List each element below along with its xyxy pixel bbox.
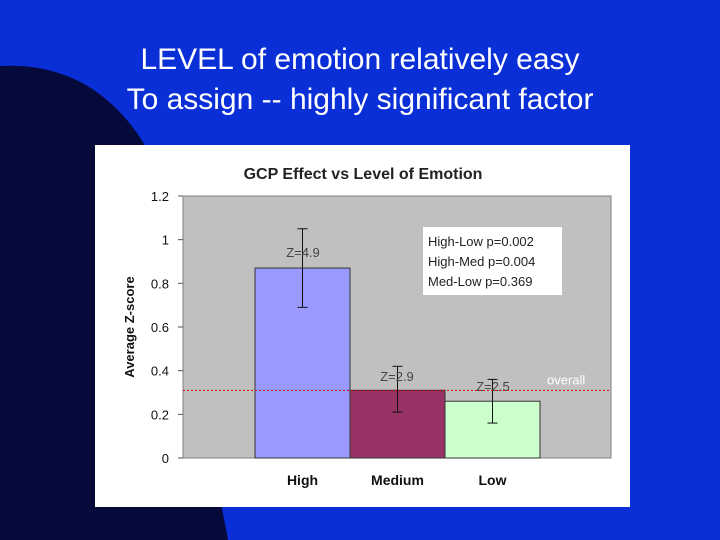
x-tick-label: High [287,472,318,488]
bar-z-label: Z=2.5 [476,379,510,394]
bar-chart: GCP Effect vs Level of Emotion 0 0.2 0.4 0.… [122,166,612,488]
chart-title: GCP Effect vs Level of Emotion [244,166,483,183]
chart-container: GCP Effect vs Level of Emotion 0 0.2 0.4 0.… [95,145,630,507]
y-tick-label: 0.2 [151,407,169,422]
y-tick-label: 0.6 [151,320,169,335]
slide-title: LEVEL of emotion relatively easy To assi… [0,40,720,120]
stat-high-med: High-Med p=0.004 [428,254,535,269]
y-tick-label: 0.4 [151,364,169,379]
y-tick-label: 0.8 [151,276,169,291]
stat-high-low: High-Low p=0.002 [428,234,534,249]
x-tick-label: Low [479,472,507,488]
stat-med-low: Med-Low p=0.369 [428,274,532,289]
bar-z-label: Z=2.9 [380,369,414,384]
bar-z-label: Z=4.9 [286,245,320,260]
slide-title-line-2: To assign -- highly significant factor [126,83,594,116]
y-tick-label: 0 [162,451,169,466]
y-tick-label: 1.2 [151,189,169,204]
stats-annotation-background [423,227,562,295]
x-tick-label: Medium [371,472,424,488]
stats-annotation-box: High-Low p=0.002 High-Med p=0.004 Med-Lo… [423,227,562,295]
slide-title-line-1: LEVEL of emotion relatively easy [140,43,580,76]
overall-reference-label: overall [547,372,585,387]
y-axis-label: Average Z-score [122,276,137,377]
y-tick-label: 1 [162,233,169,248]
